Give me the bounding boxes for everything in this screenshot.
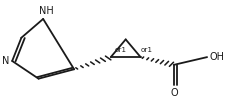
Text: OH: OH <box>210 52 225 62</box>
Text: O: O <box>170 87 178 98</box>
Text: or1: or1 <box>140 47 152 53</box>
Text: NH: NH <box>39 6 54 16</box>
Text: or1: or1 <box>115 47 127 53</box>
Text: N: N <box>2 56 9 66</box>
